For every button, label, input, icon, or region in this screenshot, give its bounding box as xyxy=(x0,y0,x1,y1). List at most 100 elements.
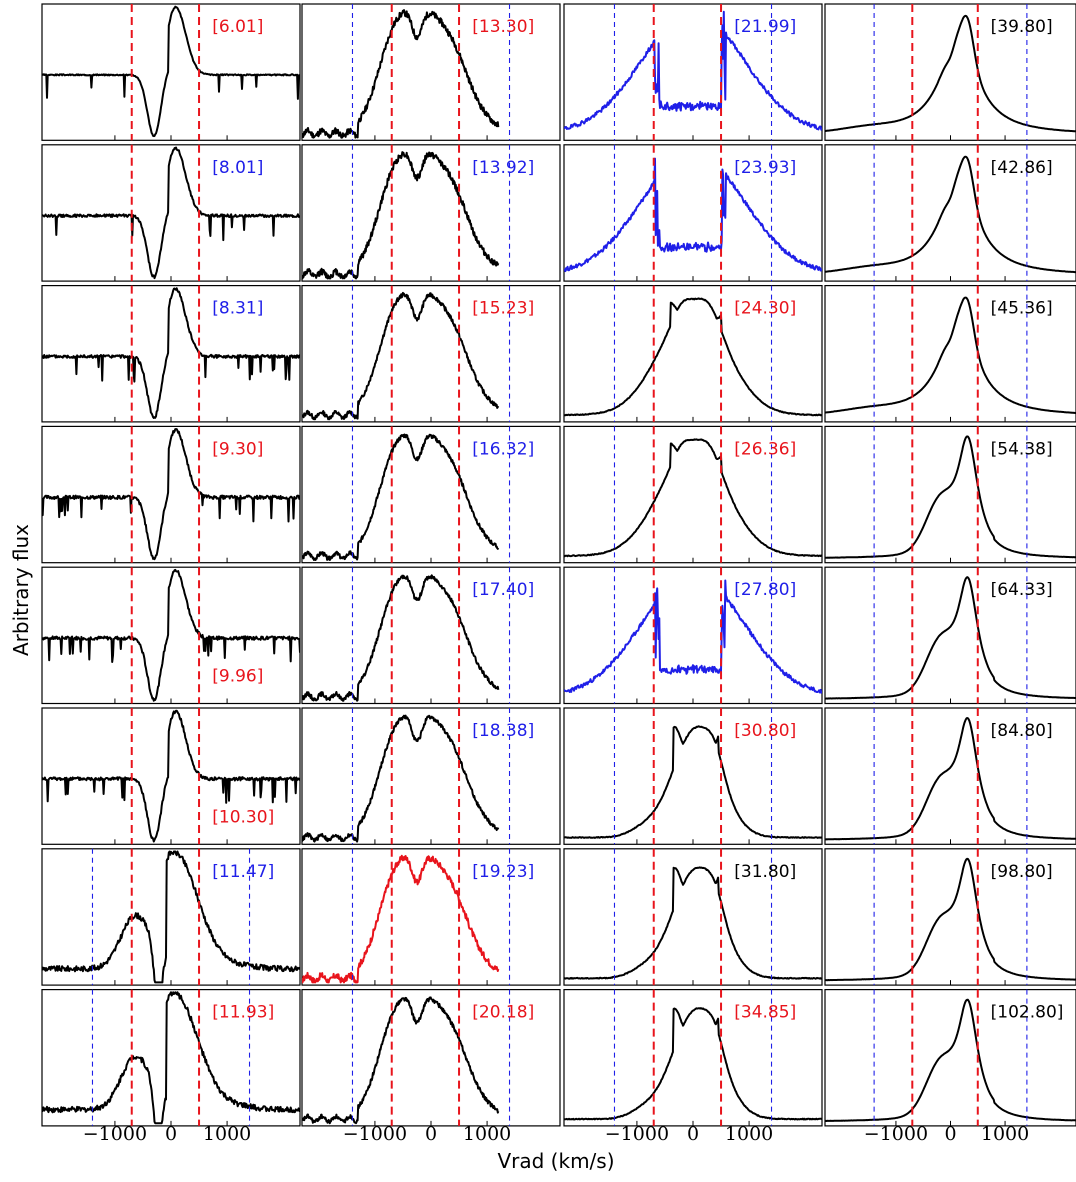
panel-frame xyxy=(824,566,1076,705)
spectrum-line xyxy=(302,9,500,139)
spectrum-line xyxy=(825,998,1076,1122)
spectrum-line xyxy=(42,568,300,702)
epoch-label: [18.38] xyxy=(472,721,534,741)
panel-frame xyxy=(41,3,301,141)
panel-frame xyxy=(301,3,561,141)
epoch-label: [42.86] xyxy=(991,158,1053,178)
panel-frame xyxy=(41,425,301,564)
panel-frame xyxy=(563,285,823,423)
epoch-label: [11.47] xyxy=(212,862,274,882)
spectrum-panel: [84.80] xyxy=(824,707,1076,845)
spectrum-line xyxy=(42,850,300,984)
epoch-label: [9.30] xyxy=(212,439,263,459)
spectrum-panel: [9.30] xyxy=(41,425,301,564)
spectrum-line xyxy=(302,714,500,843)
spectrum-line xyxy=(302,151,500,280)
spectrum-panel: [21.99] xyxy=(563,3,823,141)
panel-frame xyxy=(824,707,1076,845)
panel-frame xyxy=(301,707,561,845)
x-tick-label: −1000 xyxy=(605,1123,669,1145)
x-tick-label: 1000 xyxy=(463,1123,511,1145)
spectrum-panel: [15.23] xyxy=(301,285,561,423)
y-axis-title: Arbitrary flux xyxy=(9,524,33,656)
epoch-label: [30.80] xyxy=(734,721,796,741)
epoch-label: [8.31] xyxy=(212,299,263,319)
spectrum-line xyxy=(564,1007,822,1121)
panel-frame xyxy=(301,144,561,282)
epoch-label: [8.01] xyxy=(212,158,263,178)
x-tick-label: 0 xyxy=(687,1123,699,1145)
epoch-label: [102.80] xyxy=(991,1003,1064,1023)
spectrum-panel: [30.80] xyxy=(563,707,823,845)
panel-frame xyxy=(563,3,823,141)
epoch-label: [34.85] xyxy=(734,1003,796,1023)
epoch-label: [11.93] xyxy=(212,1003,274,1023)
epoch-label: [54.38] xyxy=(991,439,1053,459)
epoch-label: [84.80] xyxy=(991,721,1053,741)
spectrum-line xyxy=(302,574,500,702)
panel-frame xyxy=(563,425,823,564)
epoch-label: [6.01] xyxy=(212,17,263,37)
spectrum-panel: [45.36] xyxy=(824,285,1076,423)
spectrum-line xyxy=(302,854,500,984)
spectrum-panel: [42.86] xyxy=(824,144,1076,282)
epoch-label: [20.18] xyxy=(472,1003,534,1023)
spectrum-line xyxy=(825,857,1076,982)
spectrum-panel: [64.33] xyxy=(824,566,1076,705)
spectrum-panel: [102.80] xyxy=(824,988,1076,1127)
epoch-label: [13.30] xyxy=(472,17,534,37)
epoch-label: [64.33] xyxy=(991,580,1053,600)
spectrum-line xyxy=(302,996,500,1125)
spectrum-line xyxy=(42,709,300,843)
spectrum-panel: [31.80] xyxy=(563,848,823,986)
spectrum-panel: [11.47] xyxy=(41,848,301,986)
epoch-label: [9.96] xyxy=(212,667,263,687)
panel-frame xyxy=(824,848,1076,986)
x-tick-label: 0 xyxy=(425,1123,437,1145)
epoch-label: [10.30] xyxy=(212,807,274,827)
spectrum-panel: [19.23] xyxy=(301,848,561,986)
x-tick-label: 1000 xyxy=(981,1123,1029,1145)
spectrum-line xyxy=(564,866,822,980)
spectrum-line xyxy=(42,991,300,1125)
panel-frame xyxy=(301,848,561,986)
spectrum-line xyxy=(564,438,822,558)
spectrum-panel: [20.18] xyxy=(301,988,561,1127)
x-tick-label: −1000 xyxy=(864,1123,928,1145)
spectrum-line xyxy=(825,14,1076,133)
panel-frame xyxy=(824,144,1076,282)
epoch-label: [98.80] xyxy=(991,862,1053,882)
spectrum-panel: [34.85] xyxy=(563,988,823,1127)
panel-frame xyxy=(563,988,823,1127)
panel-frame xyxy=(301,285,561,423)
panel-frame xyxy=(563,144,823,282)
panel-frame xyxy=(301,425,561,564)
spectrum-panel: [18.38] xyxy=(301,707,561,845)
spectrum-line xyxy=(564,579,822,694)
panel-frame xyxy=(41,988,301,1127)
spectrum-panel: [9.96] xyxy=(41,566,301,705)
epoch-label: [24.30] xyxy=(734,299,796,319)
panel-frame xyxy=(41,285,301,423)
spectrum-panel: [39.80] xyxy=(824,3,1076,141)
spectrum-line xyxy=(825,576,1076,700)
spectrum-panel: [26.36] xyxy=(563,425,823,564)
spectrum-panel: [23.93] xyxy=(563,144,823,282)
spectrum-panel: [11.93] xyxy=(41,988,301,1127)
panel-frame xyxy=(563,848,823,986)
spectrum-line xyxy=(42,428,300,561)
spectrum-panel: [54.38] xyxy=(824,425,1076,564)
epoch-label: [23.93] xyxy=(734,158,796,178)
spectrum-line xyxy=(564,297,822,417)
spectrum-line xyxy=(825,435,1076,559)
x-axis-title: Vrad (km/s) xyxy=(497,1149,614,1173)
spectrum-line xyxy=(564,725,822,839)
x-tick-label: 1000 xyxy=(203,1123,251,1145)
spectrum-panel: [8.31] xyxy=(41,285,301,423)
epoch-label: [21.99] xyxy=(734,17,796,37)
spectrum-panel: [98.80] xyxy=(824,848,1076,986)
panel-frame xyxy=(824,285,1076,423)
panel-frame xyxy=(41,566,301,705)
panels-layer: [6.01] [8.01] [8.31] [9.30] [9.96] [10.30] [11… xyxy=(41,3,1076,1127)
